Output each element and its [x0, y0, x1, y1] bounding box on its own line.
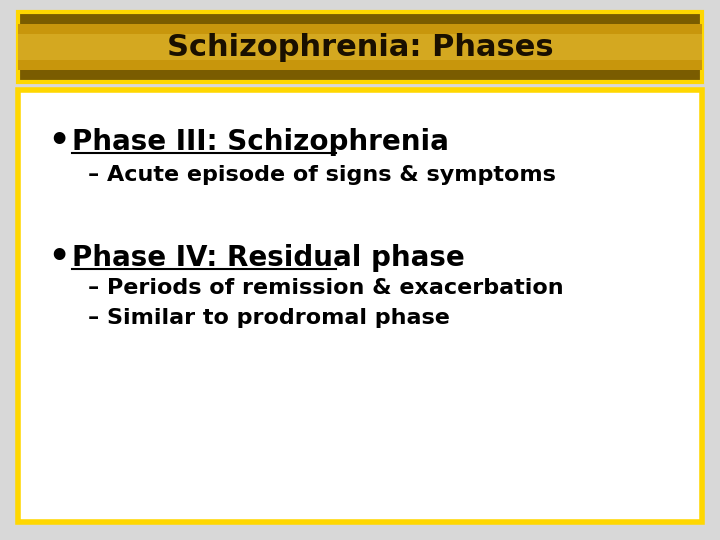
FancyBboxPatch shape	[18, 24, 702, 70]
Text: – Acute episode of signs & symptoms: – Acute episode of signs & symptoms	[88, 165, 556, 185]
Text: •: •	[48, 125, 69, 159]
FancyBboxPatch shape	[18, 90, 702, 522]
Text: •: •	[48, 241, 69, 274]
Text: Phase III: Schizophrenia: Phase III: Schizophrenia	[72, 128, 449, 156]
Text: – Similar to prodromal phase: – Similar to prodromal phase	[88, 308, 450, 328]
FancyBboxPatch shape	[18, 34, 702, 60]
Text: Phase IV: Residual phase: Phase IV: Residual phase	[72, 244, 464, 272]
Text: Schizophrenia: Phases: Schizophrenia: Phases	[167, 32, 553, 62]
FancyBboxPatch shape	[18, 12, 702, 82]
Text: – Periods of remission & exacerbation: – Periods of remission & exacerbation	[88, 278, 564, 298]
